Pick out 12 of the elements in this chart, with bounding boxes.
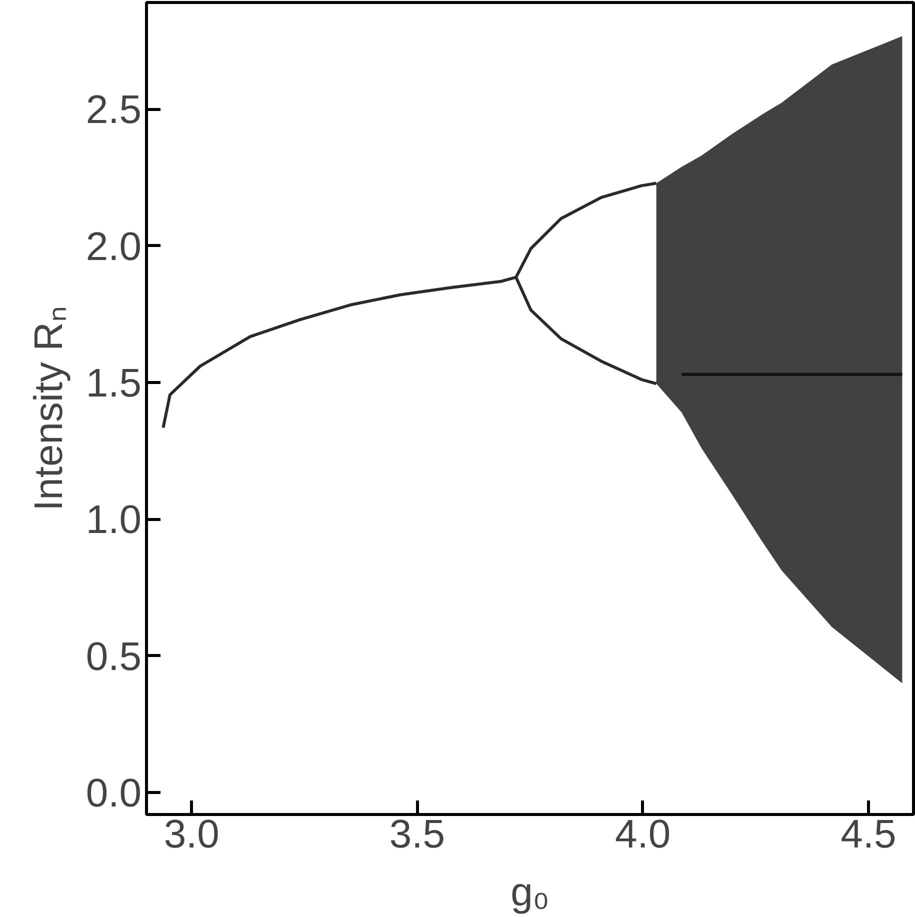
y-tick-label: 1.0 [86, 498, 142, 542]
y-axis-title: Intensity Rₙ [26, 306, 71, 511]
y-tick-label: 0.5 [86, 634, 142, 679]
y-tick-label: 2.5 [86, 88, 142, 132]
x-tick-label: 3.5 [389, 812, 446, 856]
y-tick-label: 2.0 [86, 224, 142, 269]
x-tick-label: 4.0 [614, 812, 671, 856]
x-axis-title: g₀ [510, 870, 550, 914]
y-tick-label: 1.5 [86, 362, 142, 406]
x-tick-label: 4.5 [840, 812, 896, 856]
y-tick-label: 0.0 [86, 772, 142, 816]
x-tick-label: 3.0 [164, 812, 220, 856]
